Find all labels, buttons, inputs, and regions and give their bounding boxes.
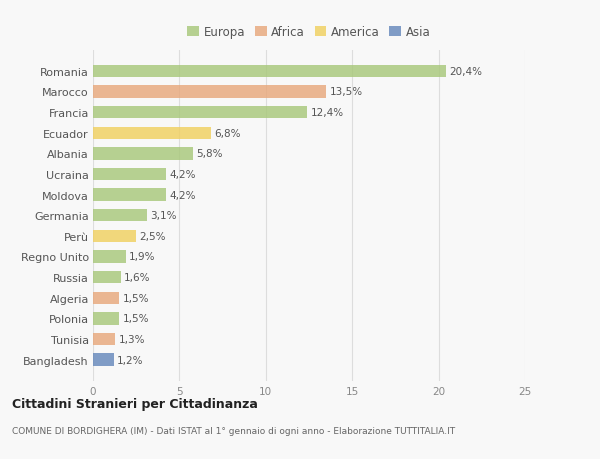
Bar — [93, 251, 126, 263]
Bar — [93, 313, 119, 325]
Bar — [93, 189, 166, 202]
Text: 20,4%: 20,4% — [449, 67, 482, 77]
Text: 1,3%: 1,3% — [119, 334, 145, 344]
Text: 1,9%: 1,9% — [129, 252, 156, 262]
Text: 3,1%: 3,1% — [150, 211, 176, 221]
Bar — [93, 333, 115, 345]
Text: 1,5%: 1,5% — [122, 293, 149, 303]
Text: 5,8%: 5,8% — [197, 149, 223, 159]
Text: 4,2%: 4,2% — [169, 190, 196, 200]
Bar — [93, 86, 326, 98]
Text: 1,6%: 1,6% — [124, 273, 151, 282]
Text: Cittadini Stranieri per Cittadinanza: Cittadini Stranieri per Cittadinanza — [12, 397, 258, 410]
Text: 4,2%: 4,2% — [169, 169, 196, 179]
Text: 1,5%: 1,5% — [122, 313, 149, 324]
Text: 2,5%: 2,5% — [140, 231, 166, 241]
Bar — [93, 271, 121, 284]
Legend: Europa, Africa, America, Asia: Europa, Africa, America, Asia — [185, 23, 433, 41]
Bar — [93, 168, 166, 181]
Bar — [93, 353, 114, 366]
Text: 6,8%: 6,8% — [214, 129, 241, 139]
Bar — [93, 230, 136, 242]
Text: 13,5%: 13,5% — [330, 87, 363, 97]
Bar — [93, 148, 193, 160]
Bar — [93, 127, 211, 140]
Bar — [93, 210, 146, 222]
Bar — [93, 66, 446, 78]
Text: 12,4%: 12,4% — [311, 108, 344, 118]
Text: COMUNE DI BORDIGHERA (IM) - Dati ISTAT al 1° gennaio di ogni anno - Elaborazione: COMUNE DI BORDIGHERA (IM) - Dati ISTAT a… — [12, 426, 455, 435]
Bar — [93, 292, 119, 304]
Text: 1,2%: 1,2% — [117, 355, 143, 365]
Bar — [93, 106, 307, 119]
